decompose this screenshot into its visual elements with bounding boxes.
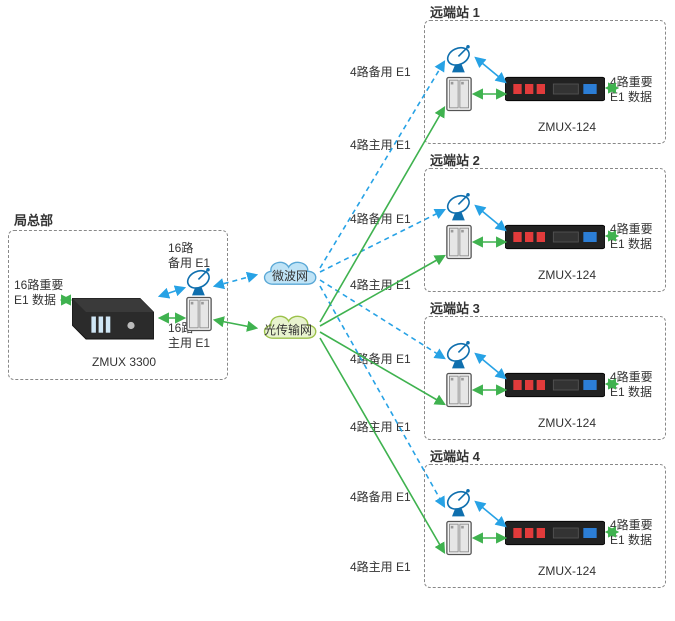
hq-title: 局总部: [14, 210, 53, 229]
remote-3-server-icon: [446, 372, 472, 408]
hq-server-icon: [186, 296, 212, 332]
remote-3-router-icon: [505, 368, 605, 402]
remote-4-device-label: ZMUX-124: [538, 564, 596, 578]
remote-3-main-label: 4路主用 E1: [350, 420, 411, 435]
remote-3-backup-label: 4路备用 E1: [350, 352, 411, 367]
remote-1-device-label: ZMUX-124: [538, 120, 596, 134]
remote-2-title: 远端站 2: [430, 150, 480, 169]
remote-1-title: 远端站 1: [430, 2, 480, 21]
remote-4-backup-label: 4路备用 E1: [350, 490, 411, 505]
hq-device-label: ZMUX 3300: [92, 355, 156, 369]
remote-2-router-icon: [505, 220, 605, 254]
microwave-cloud-label: 微波网: [260, 267, 320, 284]
remote-4-data-label: 4路重要 E1 数据: [610, 518, 653, 548]
remote-4-dish-icon: [444, 486, 476, 518]
remote-4-title: 远端站 4: [430, 446, 480, 465]
hq-data-label: 16路重要 E1 数据: [14, 278, 63, 308]
remote-2-data-label: 4路重要 E1 数据: [610, 222, 653, 252]
remote-4-router-icon: [505, 516, 605, 550]
remote-3-device-label: ZMUX-124: [538, 416, 596, 430]
hq-router-icon: [68, 277, 158, 347]
remote-2-dish-icon: [444, 190, 476, 222]
remote-2-device-label: ZMUX-124: [538, 268, 596, 282]
remote-1-backup-label: 4路备用 E1: [350, 65, 411, 80]
remote-4-main-label: 4路主用 E1: [350, 560, 411, 575]
remote-3-data-label: 4路重要 E1 数据: [610, 370, 653, 400]
diagram-canvas: 局总部16路重要 E1 数据16路 备用 E116路 主用 E1ZMUX 330…: [0, 0, 675, 621]
remote-3-title: 远端站 3: [430, 298, 480, 317]
hq-dish-icon: [184, 265, 216, 297]
optical-cloud-label: 光传输网: [258, 321, 318, 338]
remote-4-server-icon: [446, 520, 472, 556]
remote-2-server-icon: [446, 224, 472, 260]
remote-1-data-label: 4路重要 E1 数据: [610, 75, 653, 105]
remote-1-dish-icon: [444, 42, 476, 74]
remote-1-main-label: 4路主用 E1: [350, 138, 411, 153]
remote-2-main-label: 4路主用 E1: [350, 278, 411, 293]
remote-2-backup-label: 4路备用 E1: [350, 212, 411, 227]
remote-3-dish-icon: [444, 338, 476, 370]
remote-1-router-icon: [505, 72, 605, 106]
remote-1-server-icon: [446, 76, 472, 112]
